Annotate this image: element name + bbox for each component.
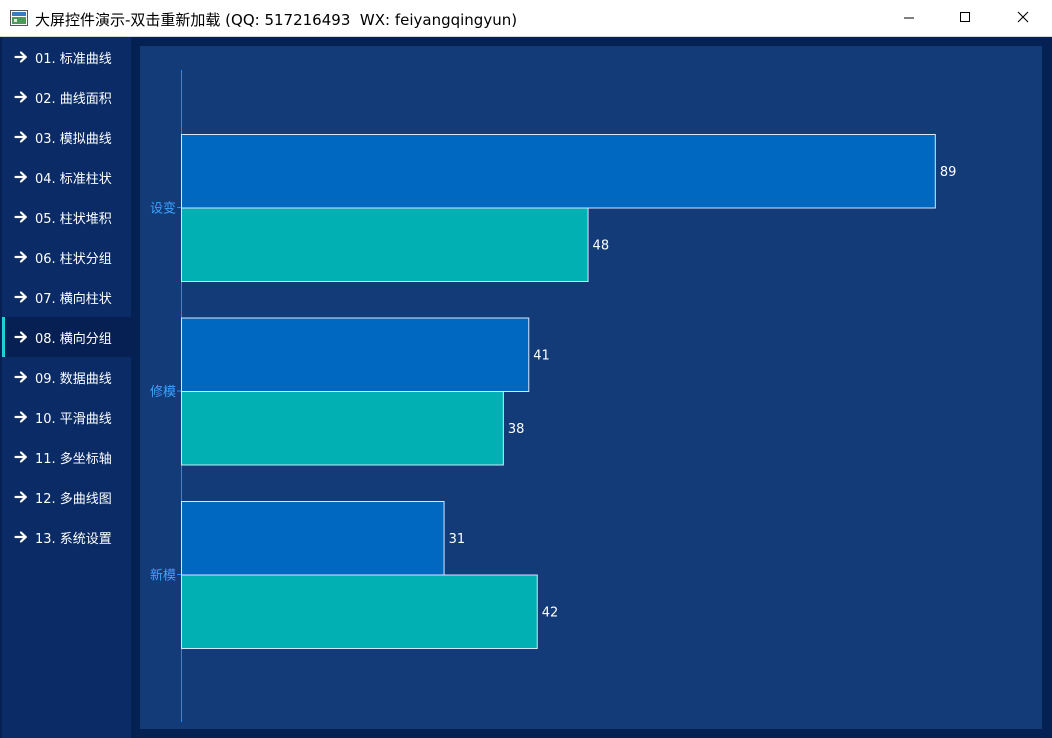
close-icon: [1017, 11, 1029, 23]
bar-value-label: 48: [593, 238, 610, 253]
arrow-right-icon: [14, 290, 28, 304]
arrow-right-icon: [14, 530, 28, 544]
maximize-icon: [960, 12, 970, 22]
arrow-right-icon: [14, 130, 28, 144]
bar-value-label: 38: [508, 422, 525, 437]
sidebar-item-11[interactable]: 11. 多坐标轴: [2, 437, 131, 477]
bar-series-1-3[interactable]: [181, 501, 445, 576]
window-title: 大屏控件演示-双击重新加载 (QQ: 517216493 WX: feiyang…: [35, 11, 518, 29]
y-tick-label: 新模: [150, 568, 176, 584]
sidebar-item-label: 08. 横向分组: [35, 332, 112, 347]
bar-value-label: 42: [542, 605, 559, 620]
sidebar-item-label: 12. 多曲线图: [35, 492, 112, 507]
sidebar-item-08[interactable]: 08. 横向分组: [2, 317, 131, 357]
sidebar-item-label: 05. 柱状堆积: [35, 212, 112, 227]
bar-series-2-3[interactable]: [181, 574, 538, 649]
sidebar-item-05[interactable]: 05. 柱状堆积: [2, 197, 131, 237]
window-body: 01. 标准曲线 02. 曲线面积 03. 模拟曲线 04. 标准柱状 05. 柱状堆积…: [0, 37, 1052, 738]
minimize-button[interactable]: [882, 0, 938, 36]
arrow-right-icon: [14, 210, 28, 224]
y-tick-label: 修模: [150, 385, 176, 400]
bar-series-1-2[interactable]: [181, 317, 530, 392]
y-tick-label: 设变: [150, 201, 176, 217]
sidebar-item-07[interactable]: 07. 横向柱状: [2, 277, 131, 317]
sidebar-item-label: 13. 系统设置: [35, 532, 112, 547]
chart-panel: 设变 89 48 修模 41 38 新模 31 42: [140, 46, 1042, 729]
bar-value-label: 31: [449, 532, 466, 547]
sidebar-item-12[interactable]: 12. 多曲线图: [2, 477, 131, 517]
arrow-right-icon: [14, 90, 28, 104]
sidebar-item-01[interactable]: 01. 标准曲线: [2, 37, 131, 77]
sidebar-item-02[interactable]: 02. 曲线面积: [2, 77, 131, 117]
sidebar-item-label: 01. 标准曲线: [35, 52, 112, 67]
arrow-right-icon: [14, 410, 28, 424]
sidebar-item-label: 06. 柱状分组: [35, 252, 112, 267]
minimize-icon: [904, 17, 914, 19]
close-button[interactable]: [996, 0, 1052, 36]
sidebar-item-label: 07. 横向柱状: [35, 292, 112, 307]
sidebar-item-03[interactable]: 03. 模拟曲线: [2, 117, 131, 157]
sidebar-item-09[interactable]: 09. 数据曲线: [2, 357, 131, 397]
arrow-right-icon: [14, 490, 28, 504]
title-bar[interactable]: 大屏控件演示-双击重新加载 (QQ: 517216493 WX: feiyang…: [0, 0, 1052, 37]
bar-value-label: 89: [940, 165, 957, 180]
sidebar-nav: 01. 标准曲线 02. 曲线面积 03. 模拟曲线 04. 标准柱状 05. 柱状堆积…: [2, 37, 131, 738]
sidebar-item-label: 04. 标准柱状: [35, 172, 112, 187]
sidebar-item-label: 09. 数据曲线: [35, 372, 112, 387]
sidebar-item-06[interactable]: 06. 柱状分组: [2, 237, 131, 277]
sidebar-item-label: 03. 模拟曲线: [35, 132, 112, 147]
arrow-right-icon: [14, 370, 28, 384]
arrow-right-icon: [14, 170, 28, 184]
arrow-right-icon: [14, 330, 28, 344]
bar-series-1-1[interactable]: [181, 134, 936, 209]
bar-value-label: 41: [533, 348, 550, 363]
sidebar-item-04[interactable]: 04. 标准柱状: [2, 157, 131, 197]
bar-series-2-2[interactable]: [181, 391, 504, 466]
sidebar-item-13[interactable]: 13. 系统设置: [2, 517, 131, 557]
horizontal-grouped-bar-chart: 设变 89 48 修模 41 38 新模 31 42: [150, 70, 957, 722]
app-icon: [10, 10, 28, 26]
arrow-right-icon: [14, 450, 28, 464]
bar-series-2-1[interactable]: [181, 207, 589, 282]
sidebar-item-label: 11. 多坐标轴: [35, 452, 112, 467]
arrow-right-icon: [14, 50, 28, 64]
sidebar-item-10[interactable]: 10. 平滑曲线: [2, 397, 131, 437]
maximize-button[interactable]: [938, 0, 994, 36]
arrow-right-icon: [14, 250, 28, 264]
sidebar-item-label: 10. 平滑曲线: [35, 412, 112, 427]
sidebar-item-label: 02. 曲线面积: [35, 92, 112, 107]
